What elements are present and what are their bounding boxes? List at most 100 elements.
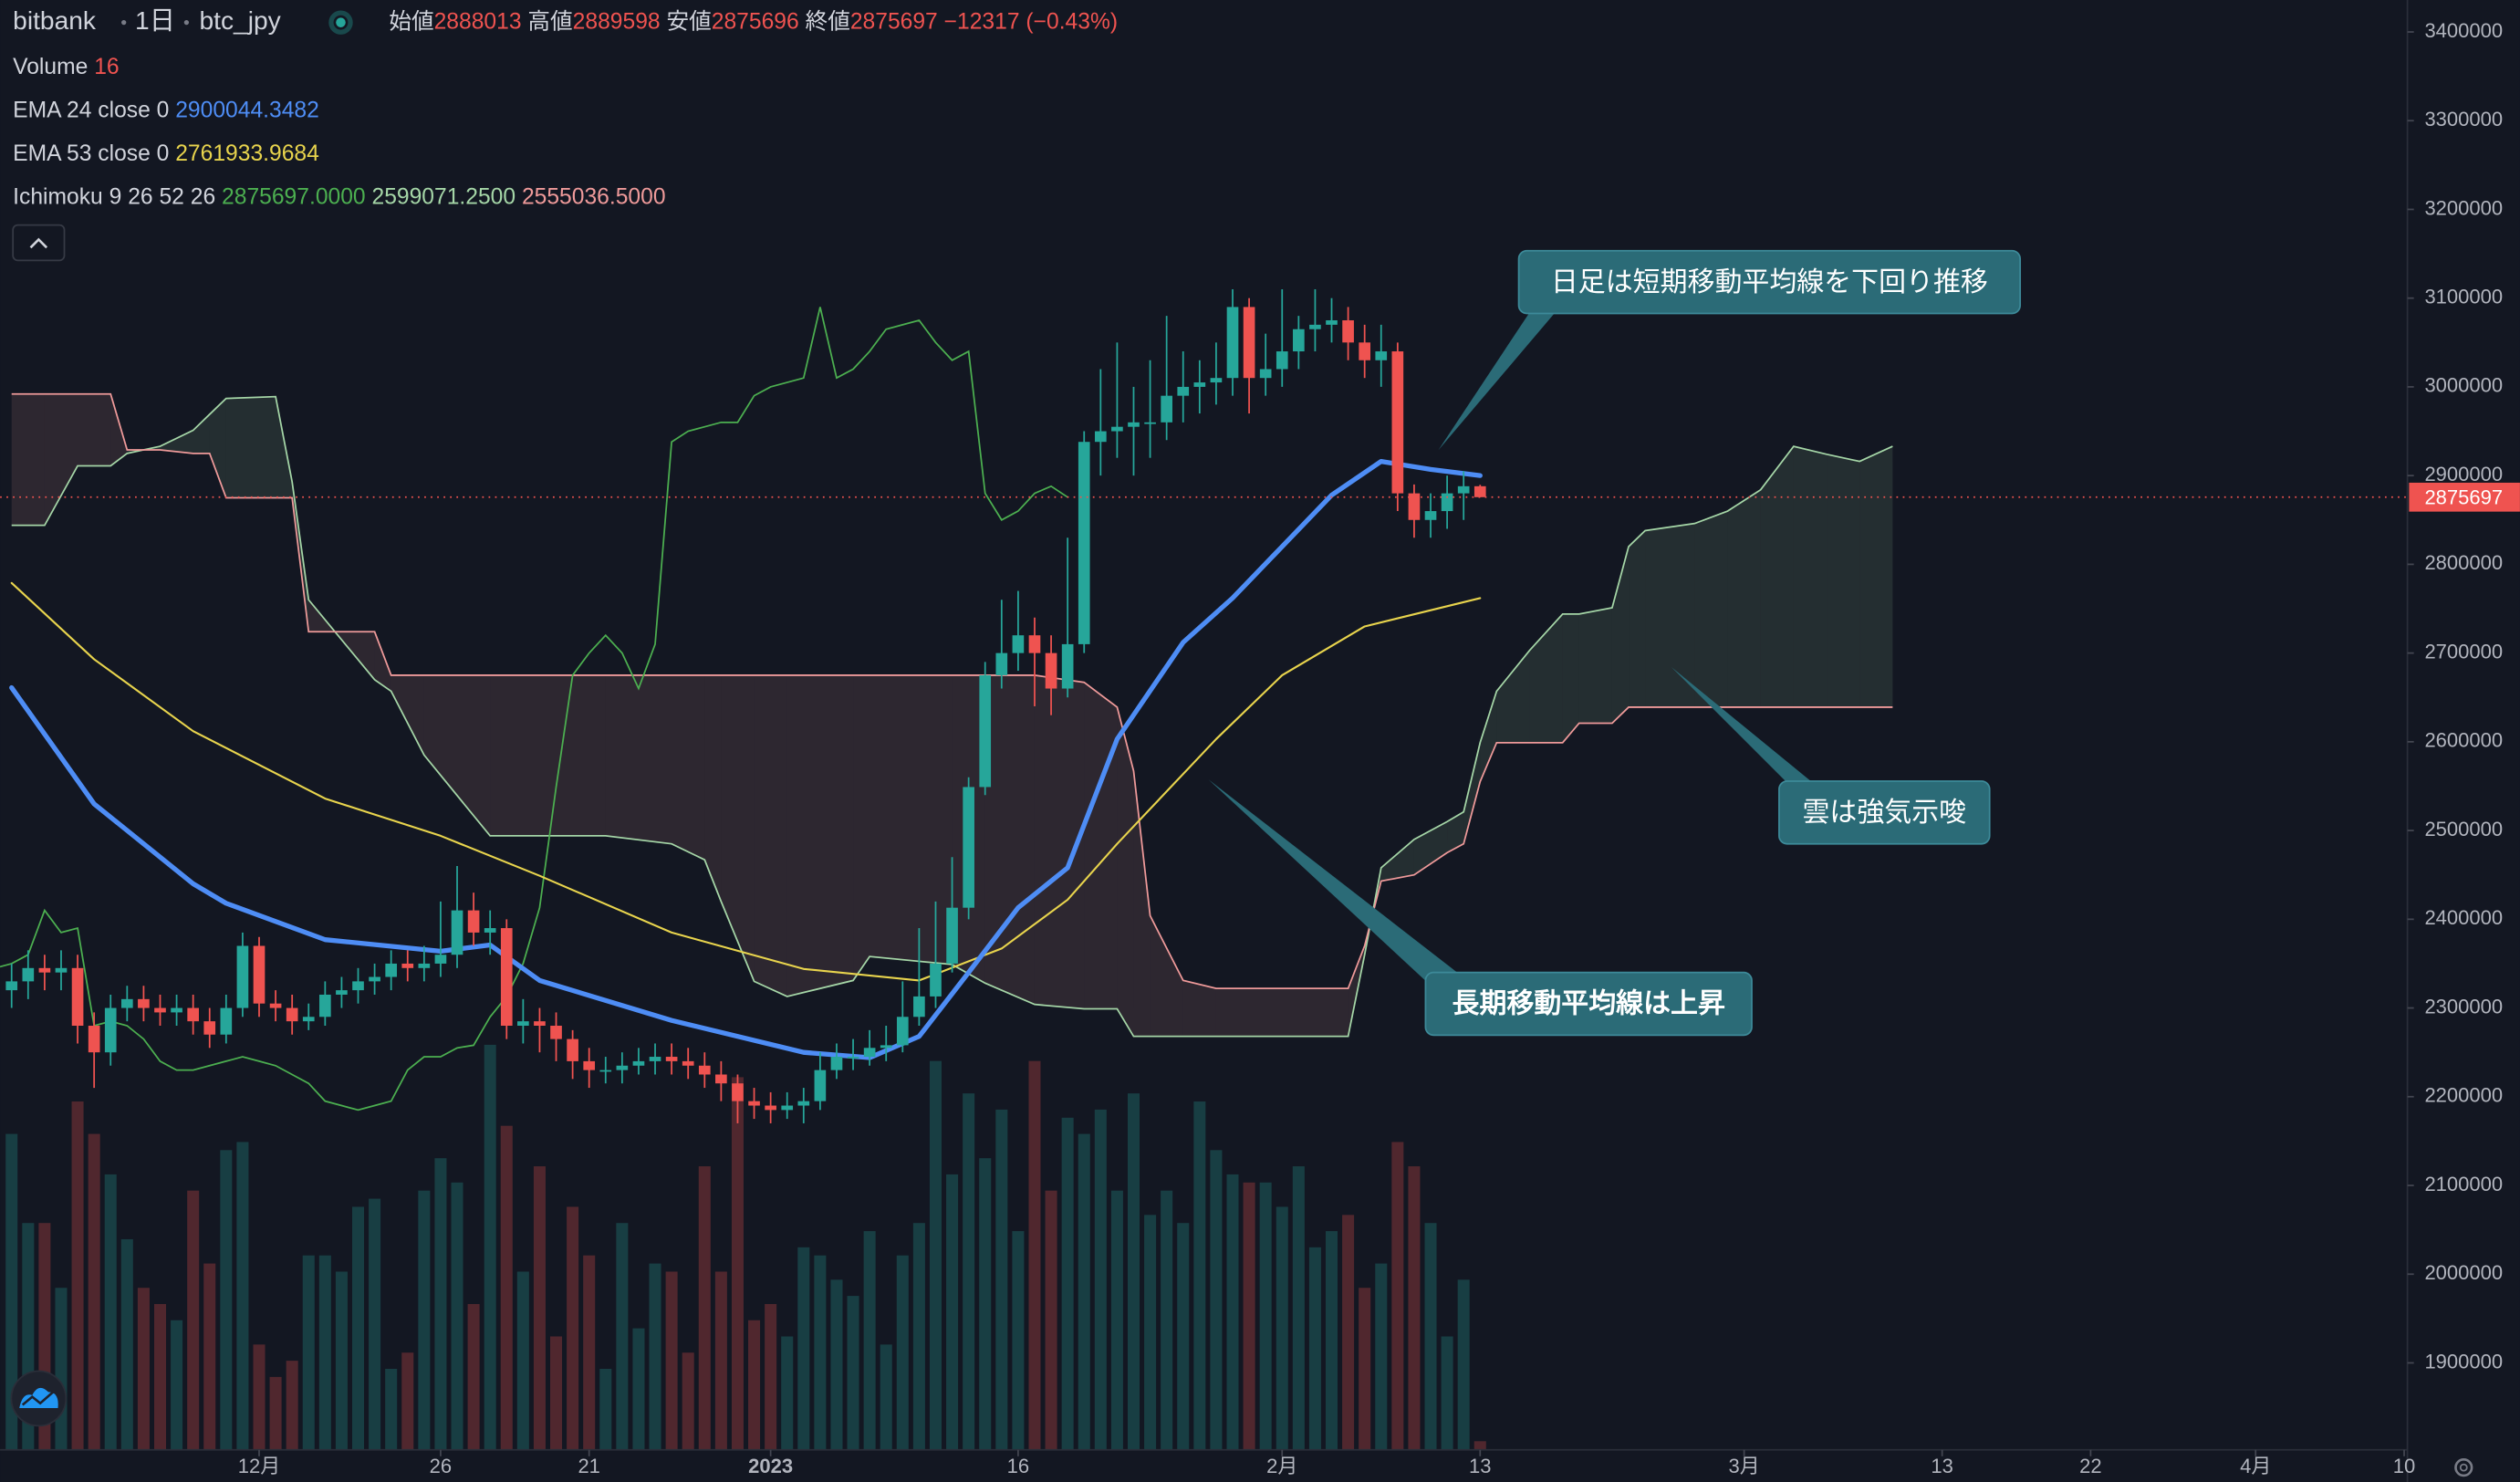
candle-body [1045, 652, 1057, 689]
ema-line [9, 458, 1483, 1060]
candle-body [467, 910, 480, 933]
logo[interactable] [10, 1370, 68, 1427]
volume-bar [286, 1361, 298, 1450]
volume-bar [5, 1133, 18, 1450]
status-ring [328, 10, 353, 35]
x-tick-label: 4月 [2240, 1455, 2271, 1477]
cloud-segment [1480, 691, 1497, 782]
volume-bar [1441, 1336, 1453, 1450]
separator [183, 20, 190, 26]
settings-button[interactable] [2454, 1458, 2473, 1477]
volume-bar [1424, 1223, 1437, 1450]
volume-bar [104, 1174, 117, 1450]
x-tick-label: 21 [578, 1455, 599, 1477]
volume-bar [1342, 1215, 1355, 1450]
change-pct: (−0.43%) [1026, 9, 1118, 34]
candle-body [55, 967, 68, 973]
candle-body [5, 981, 18, 991]
volume-bar [1457, 1279, 1470, 1450]
volume-bar [71, 1101, 84, 1450]
candle-body [187, 1007, 199, 1022]
volume-bar [748, 1320, 761, 1450]
cloud-segment [1859, 446, 1893, 707]
ema-line [10, 581, 1482, 982]
cloud-segment [1629, 530, 1646, 707]
candle-body [583, 1060, 596, 1070]
x-tick-label: 22 [2079, 1455, 2101, 1477]
volume-bar [896, 1255, 909, 1450]
y-tick-label: 2600000 [2424, 729, 2503, 752]
candle-body [1177, 386, 1190, 396]
candle-body [732, 1083, 744, 1101]
y-tick-label: 3400000 [2424, 19, 2503, 42]
candle-body [88, 1026, 100, 1053]
volume-bar [1193, 1101, 1206, 1450]
candle-body [138, 998, 150, 1008]
candle-body [71, 967, 84, 1027]
cloud-segment [870, 674, 953, 965]
candle-body [1441, 493, 1453, 512]
candle-body [896, 1017, 909, 1046]
x-tick-label: 26 [430, 1455, 452, 1477]
candle-body [1028, 635, 1041, 653]
collapse-button[interactable] [12, 224, 66, 262]
callout-box [1517, 249, 2022, 315]
cloud-segment [605, 674, 672, 844]
separator [121, 20, 127, 26]
cloud-segment [1529, 613, 1563, 743]
candle-body [665, 1057, 678, 1061]
candle-body [104, 1007, 117, 1053]
symbol: btc_jpy [199, 5, 281, 35]
candle-body [1375, 351, 1388, 360]
callout-text: 雲は強気示唆 [1802, 798, 1966, 828]
cloud-segment [1084, 682, 1118, 1009]
x-tick-label: 13 [1931, 1455, 1952, 1477]
cloud-segment [1117, 706, 1134, 1037]
x-tick-label: 13 [1469, 1455, 1491, 1477]
value: 2875697 [850, 9, 938, 34]
cloud-segment [1034, 674, 1085, 1009]
candle-body [567, 1038, 578, 1061]
ichimoku-span-a [11, 395, 1893, 1038]
cloud-segment [786, 674, 854, 997]
value: 2889598 [573, 9, 661, 34]
candle-body [1161, 395, 1172, 423]
param: 9 [109, 184, 122, 209]
volume-bar [203, 1263, 216, 1450]
volume-bar [1177, 1223, 1190, 1450]
y-tick-label: 2300000 [2424, 995, 2503, 1018]
cloud-segment [1463, 742, 1481, 844]
ema-legend: EMA 24 close 0 2900044.3482 [13, 98, 319, 122]
candle-body [253, 945, 266, 1004]
label: Ichimoku [13, 184, 103, 209]
volume-legend: Volume 16 [13, 54, 119, 78]
volume-bar [385, 1368, 398, 1450]
volume-bar [1078, 1133, 1090, 1450]
volume-bar [1045, 1190, 1057, 1450]
candle-body [1094, 431, 1107, 443]
volume-bar [1408, 1166, 1421, 1450]
candle-body [715, 1074, 727, 1084]
candle-body [1473, 485, 1486, 497]
cloud-segment [1793, 446, 1828, 707]
cloud-segment [1827, 454, 1860, 707]
volume-bar [451, 1182, 463, 1450]
candle-body [1144, 422, 1156, 424]
volume-bar [236, 1142, 249, 1450]
volume-bar [171, 1320, 183, 1450]
volume-bar [1375, 1263, 1388, 1450]
volume-bar [55, 1288, 68, 1450]
value: 2875697.0000 [222, 184, 366, 209]
volume-bar [500, 1125, 513, 1450]
candle-body [401, 963, 414, 968]
cloud-segment [209, 398, 226, 498]
candle-body [1078, 442, 1090, 644]
candle-body [484, 928, 496, 933]
cloud-segment [193, 414, 210, 454]
candle-body [847, 1057, 859, 1059]
ichimoku-lagging-span [0, 307, 1068, 1112]
candle-body [797, 1101, 810, 1106]
volume-bar [533, 1166, 546, 1450]
candle-body [171, 1007, 182, 1013]
candle-body [154, 1007, 166, 1013]
